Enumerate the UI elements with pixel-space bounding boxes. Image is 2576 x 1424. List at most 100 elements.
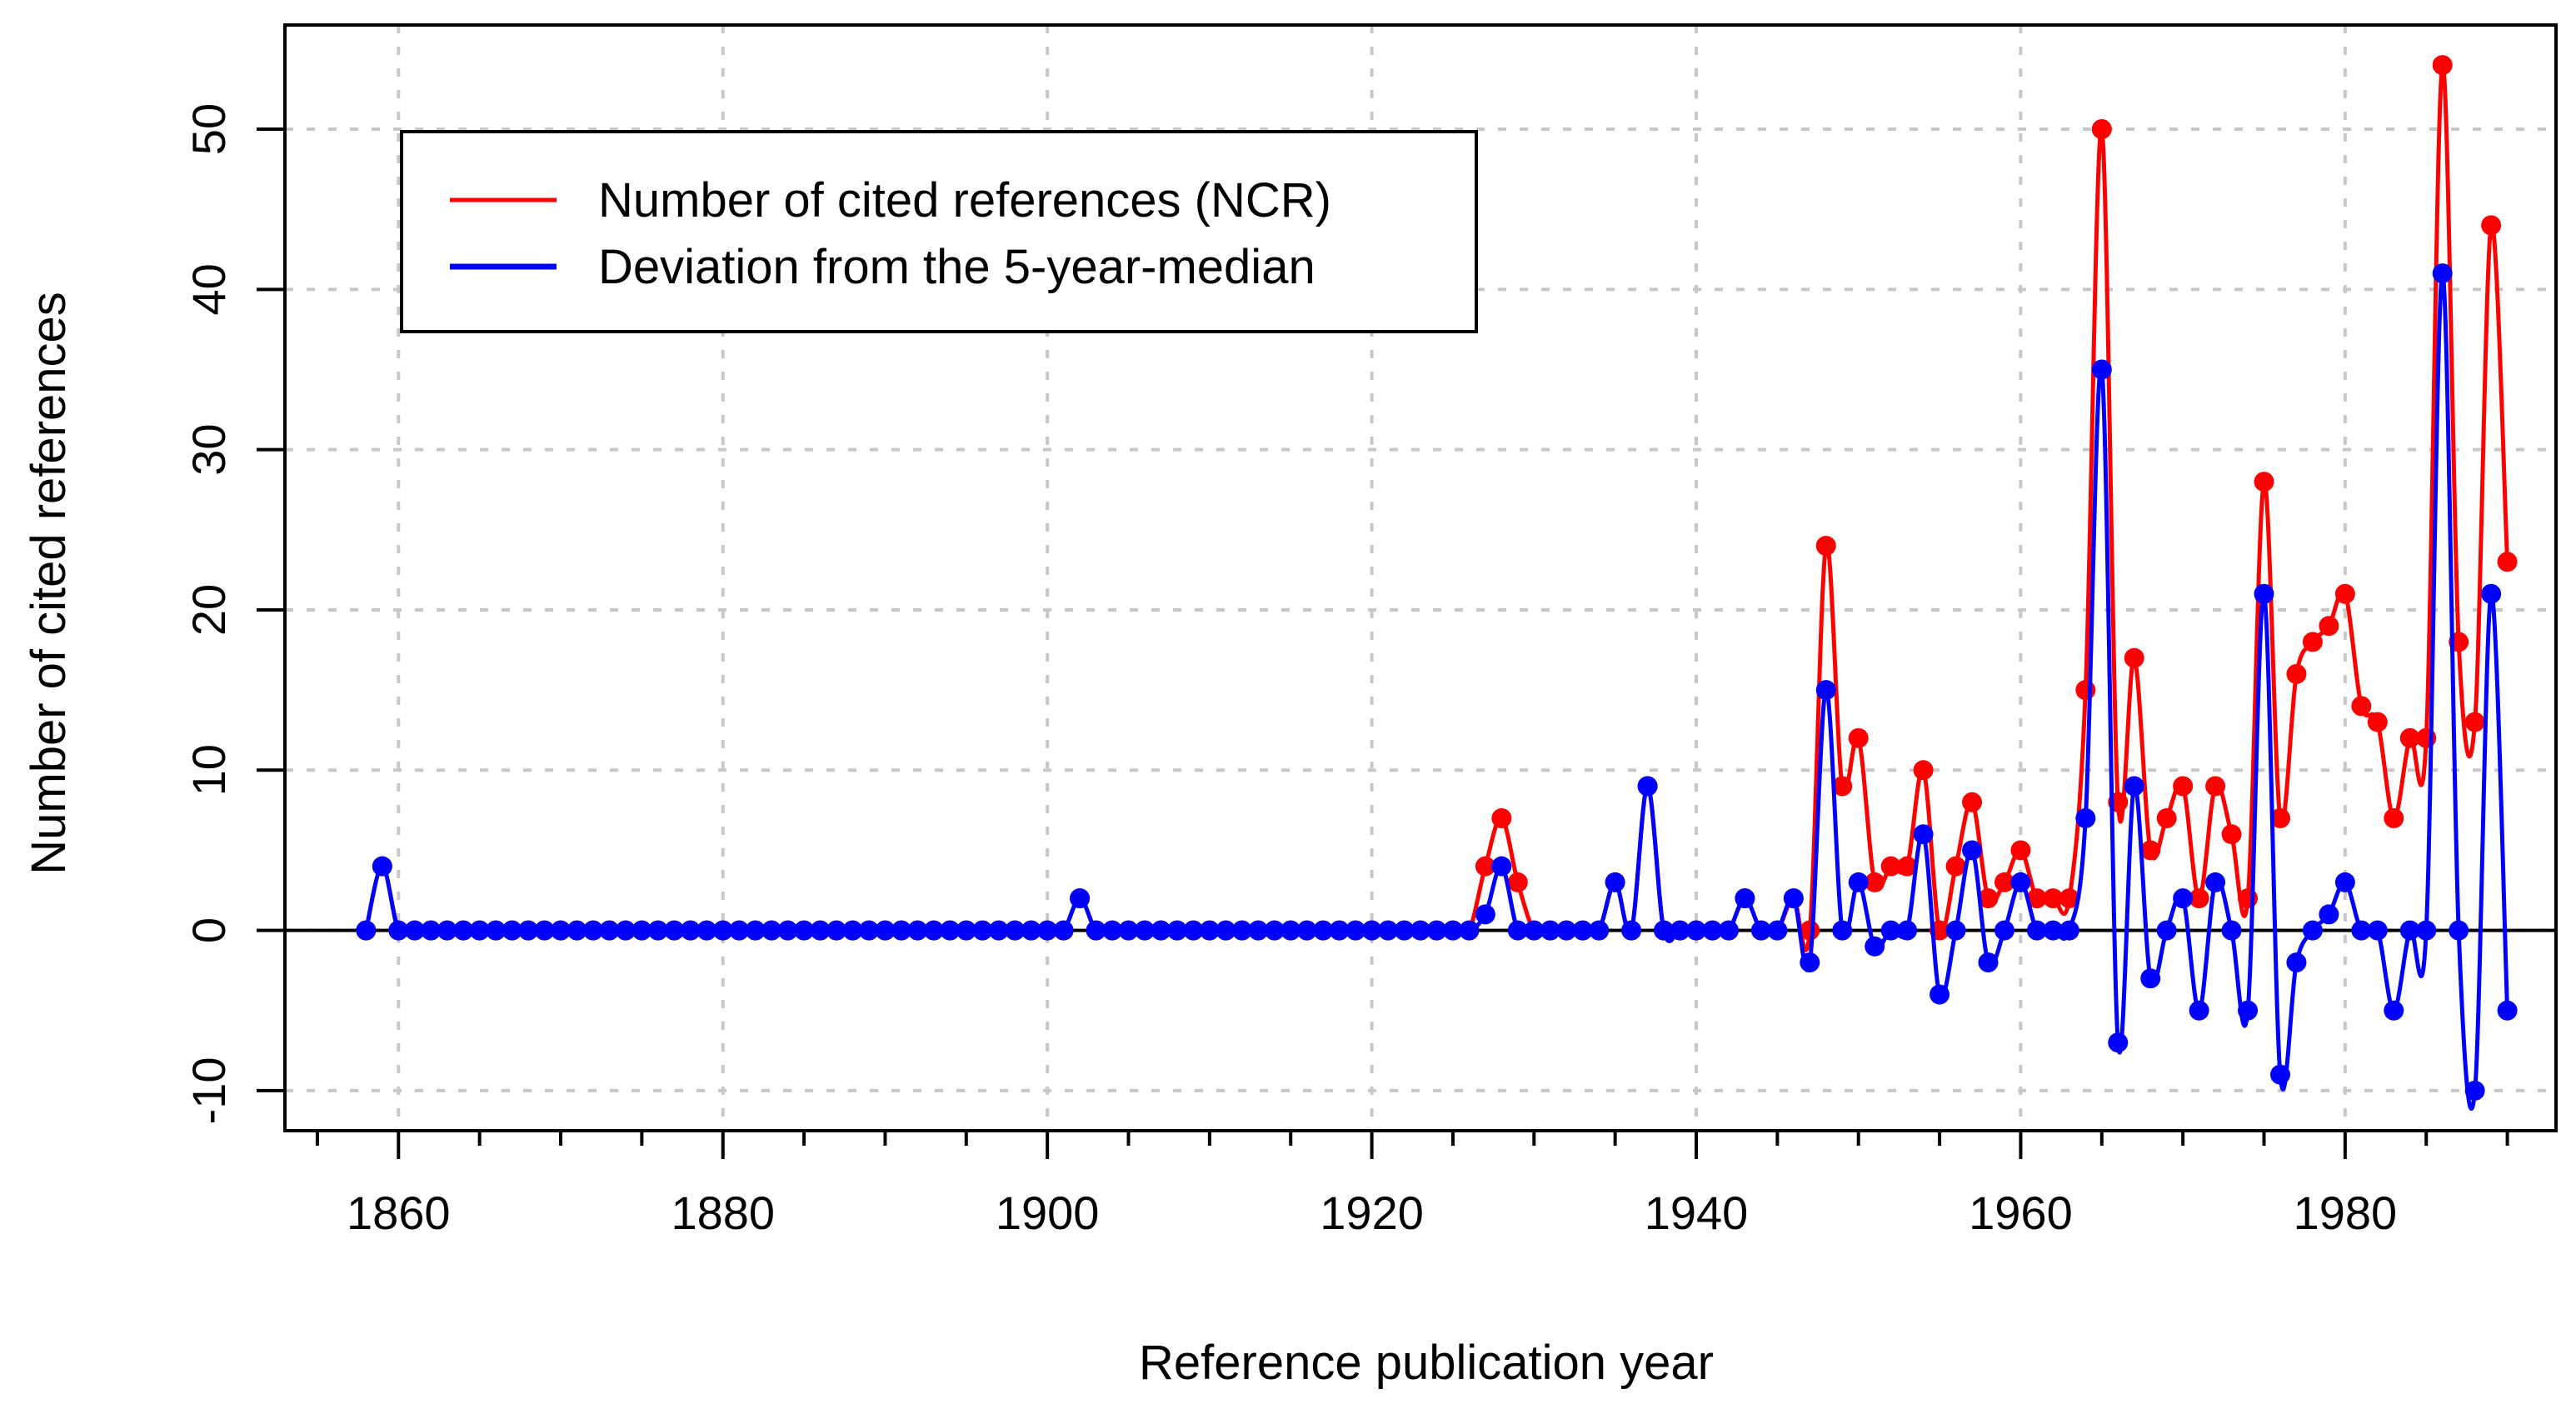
data-point-deviation [794, 920, 815, 941]
data-point-deviation [1994, 920, 2014, 941]
data-point-deviation [2043, 920, 2064, 941]
data-point-deviation [1637, 776, 1658, 797]
y-tick-label: 20 [182, 584, 235, 636]
data-point-deviation [388, 920, 409, 941]
data-point-deviation [647, 920, 668, 941]
data-point-deviation [1183, 920, 1204, 941]
data-point-ncr [1832, 776, 1853, 797]
data-point-deviation [1231, 920, 1252, 941]
data-point-deviation [1037, 920, 1058, 941]
data-point-deviation [1005, 920, 1026, 941]
data-point-deviation [1702, 920, 1723, 941]
data-point-deviation [891, 920, 911, 941]
data-point-deviation [2399, 920, 2420, 941]
data-point-deviation [1264, 920, 1285, 941]
data-point-ncr [1994, 872, 2014, 892]
data-point-deviation [2384, 1000, 2404, 1021]
data-point-ncr [1865, 872, 1885, 892]
data-point-deviation [1053, 920, 1074, 941]
data-point-deviation [1248, 920, 1269, 941]
data-point-ncr [2269, 807, 2290, 828]
data-point-deviation [2156, 920, 2177, 941]
y-tick-label: 40 [182, 263, 235, 315]
data-point-deviation [2108, 1032, 2129, 1053]
data-point-deviation [1442, 920, 1463, 941]
legend-label-ncr: Number of cited references (NCR) [598, 173, 1331, 227]
x-tick-label: 1980 [2294, 1187, 2398, 1239]
data-point-deviation [2091, 359, 2112, 380]
data-point-deviation [956, 920, 976, 941]
data-point-deviation [1605, 872, 1625, 892]
data-point-deviation [2140, 968, 2161, 989]
data-point-ncr [2043, 888, 2064, 909]
y-axis: -10 0 10 20 30 40 50 [182, 103, 285, 1124]
data-point-ncr [2059, 888, 2079, 909]
data-point-ncr [2481, 215, 2502, 236]
data-point-deviation [907, 920, 928, 941]
data-point-deviation [534, 920, 555, 941]
data-point-deviation [940, 920, 961, 941]
data-point-ncr [2205, 776, 2226, 797]
data-point-deviation [1021, 920, 1041, 941]
data-point-deviation [518, 920, 539, 941]
data-point-deviation [1718, 920, 1739, 941]
data-point-deviation [372, 856, 392, 877]
data-point-deviation [1735, 888, 1755, 909]
data-point-deviation [2286, 952, 2307, 973]
data-point-deviation [1783, 888, 1804, 909]
data-point-deviation [2449, 920, 2469, 941]
data-point-ncr [1815, 536, 1836, 557]
data-point-deviation [712, 920, 733, 941]
x-tick-label: 1900 [996, 1187, 1100, 1239]
data-point-deviation [1962, 840, 1983, 861]
data-point-deviation [1913, 824, 1934, 845]
data-point-deviation [404, 920, 425, 941]
data-point-deviation [1329, 920, 1350, 941]
data-point-deviation [988, 920, 1009, 941]
data-point-deviation [1815, 680, 1836, 701]
data-point-ncr [2091, 119, 2112, 140]
data-point-deviation [2173, 888, 2194, 909]
data-point-deviation [2059, 920, 2079, 941]
data-point-deviation [1459, 920, 1480, 941]
data-point-ncr [2302, 632, 2323, 652]
data-point-deviation [2464, 1080, 2485, 1101]
data-point-deviation [1767, 920, 1788, 941]
data-point-deviation [2319, 904, 2339, 925]
data-point-ncr [2497, 552, 2518, 572]
x-axis-label: Reference publication year [1139, 1336, 1714, 1390]
data-point-deviation [1880, 920, 1901, 941]
data-point-deviation [1313, 920, 1334, 941]
data-point-deviation [923, 920, 944, 941]
data-point-ncr [1475, 856, 1495, 877]
data-point-deviation [486, 920, 507, 941]
data-point-deviation [356, 920, 377, 941]
data-point-deviation [632, 920, 652, 941]
data-point-deviation [2189, 1000, 2209, 1021]
data-point-ncr [2254, 472, 2274, 492]
data-point-deviation [1475, 904, 1495, 925]
data-point-deviation [1686, 920, 1707, 941]
data-point-deviation [2205, 872, 2226, 892]
data-point-deviation [858, 920, 879, 941]
legend-label-deviation: Deviation from the 5-year-median [598, 240, 1315, 294]
data-point-deviation [1621, 920, 1642, 941]
data-point-deviation [1070, 888, 1091, 909]
data-point-deviation [1800, 952, 1820, 973]
data-point-ncr [2399, 727, 2420, 748]
data-point-ncr [2026, 888, 2047, 909]
data-point-ncr [2238, 888, 2259, 909]
data-point-deviation [1654, 920, 1675, 941]
data-point-deviation [2075, 807, 2096, 828]
data-point-deviation [615, 920, 636, 941]
data-point-deviation [567, 920, 587, 941]
data-point-ncr [2189, 888, 2209, 909]
data-point-deviation [1750, 920, 1771, 941]
y-tick-label: 10 [182, 744, 235, 796]
data-point-deviation [842, 920, 863, 941]
data-point-ncr [2286, 663, 2307, 684]
data-point-deviation [1848, 872, 1869, 892]
data-point-deviation [437, 920, 457, 941]
y-tick-label: 0 [182, 917, 235, 943]
